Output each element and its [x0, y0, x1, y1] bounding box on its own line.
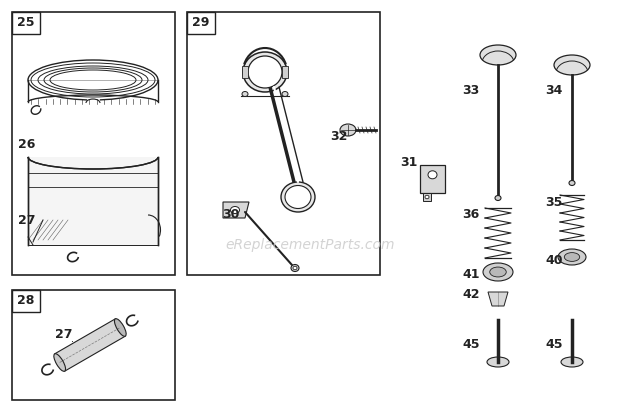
Ellipse shape: [495, 196, 501, 200]
Text: 33: 33: [462, 83, 479, 97]
Ellipse shape: [248, 56, 282, 88]
Bar: [282, 66, 288, 78]
Ellipse shape: [281, 182, 315, 212]
Text: 35: 35: [545, 196, 562, 209]
Ellipse shape: [483, 263, 513, 281]
Ellipse shape: [554, 55, 590, 75]
Ellipse shape: [293, 266, 297, 270]
Text: 28: 28: [17, 294, 35, 308]
Text: 41: 41: [462, 267, 479, 281]
Text: 27: 27: [55, 328, 73, 342]
Text: 27: 27: [18, 213, 35, 227]
Text: eReplacementParts.com: eReplacementParts.com: [225, 238, 395, 252]
Bar: [12, 290, 40, 312]
Ellipse shape: [115, 319, 126, 336]
Text: 34: 34: [545, 83, 562, 97]
Bar: [187, 12, 215, 34]
Ellipse shape: [231, 207, 239, 213]
Text: 42: 42: [462, 288, 479, 301]
Polygon shape: [55, 319, 125, 371]
Text: 29: 29: [192, 16, 210, 29]
Bar: [420, 165, 445, 193]
Bar: [12, 12, 175, 275]
Bar: [187, 12, 380, 275]
Text: 32: 32: [330, 130, 347, 144]
Ellipse shape: [340, 124, 356, 136]
Ellipse shape: [285, 186, 311, 209]
Ellipse shape: [243, 52, 287, 92]
Text: 30: 30: [222, 209, 239, 222]
Ellipse shape: [54, 354, 66, 371]
Text: 26: 26: [18, 139, 35, 151]
Text: 40: 40: [545, 254, 562, 267]
Ellipse shape: [561, 357, 583, 367]
Ellipse shape: [282, 92, 288, 97]
Text: 31: 31: [400, 155, 417, 169]
Ellipse shape: [487, 357, 509, 367]
Bar: [12, 290, 175, 400]
Ellipse shape: [425, 195, 429, 199]
Ellipse shape: [242, 92, 248, 97]
Ellipse shape: [428, 171, 437, 179]
Ellipse shape: [291, 265, 299, 272]
Text: 36: 36: [462, 209, 479, 222]
Ellipse shape: [480, 45, 516, 65]
Text: 45: 45: [462, 339, 479, 351]
Bar: [423, 193, 431, 201]
Ellipse shape: [564, 253, 580, 261]
Text: 25: 25: [17, 16, 35, 29]
Bar: [242, 66, 248, 78]
Bar: [12, 12, 40, 34]
Ellipse shape: [569, 180, 575, 186]
Polygon shape: [28, 157, 158, 245]
Ellipse shape: [558, 249, 586, 265]
Polygon shape: [488, 292, 508, 306]
Polygon shape: [223, 202, 249, 218]
Text: 45: 45: [545, 339, 562, 351]
Ellipse shape: [490, 267, 507, 277]
